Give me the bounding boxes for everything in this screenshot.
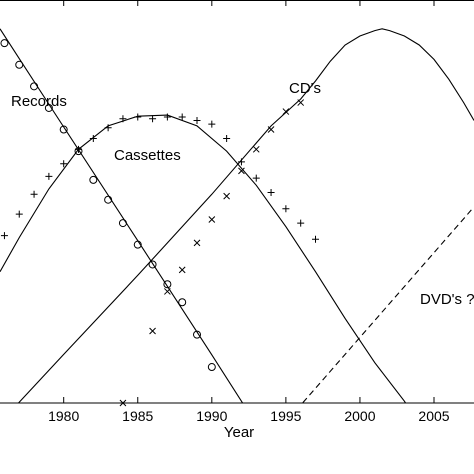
fit-curves: [0, 28, 474, 403]
data-point-plus: [15, 210, 23, 218]
series-label-dvds: DVD's ?: [420, 291, 474, 308]
data-point-plus: [104, 124, 112, 132]
data-point-plus: [45, 172, 53, 180]
x-tick-label: 2005: [418, 408, 449, 424]
x-tick-label: 1985: [122, 408, 153, 424]
data-point-plus: [149, 115, 157, 123]
data-point-plus: [134, 113, 142, 121]
fit-curve-0: [0, 28, 244, 403]
data-point-plus: [30, 190, 38, 198]
data-point-cross: [208, 216, 216, 223]
data-point-plus: [119, 115, 127, 123]
data-point-plus: [312, 235, 320, 243]
x-tick-label: 1980: [48, 408, 79, 424]
x-tick-label: 2000: [344, 408, 375, 424]
data-point-plus: [237, 158, 245, 166]
series-label-cds: CD's: [289, 80, 321, 97]
fit-curve-1: [0, 114, 407, 403]
data-point-circle: [118, 219, 127, 228]
data-point-plus: [208, 120, 216, 128]
data-point-circle: [104, 195, 113, 204]
data-point-cross: [238, 167, 245, 175]
data-point-plus: [163, 113, 171, 121]
data-point-cross: [252, 145, 260, 153]
data-point-cross: [178, 266, 186, 274]
data-point-plus: [282, 205, 290, 213]
x-axis-label: Year: [224, 424, 254, 441]
series-label-records: Records: [11, 93, 67, 110]
data-point-circle: [89, 175, 98, 184]
data-point-circle: [178, 298, 187, 307]
data-point-plus: [223, 135, 231, 143]
data-point-circle: [15, 60, 24, 69]
data-point-plus: [178, 113, 186, 121]
data-point-cross: [223, 192, 230, 200]
x-tick-label: 1990: [196, 408, 227, 424]
fit-curve-3: [301, 206, 474, 403]
series-label-cassettes: Cassettes: [114, 147, 181, 164]
data-point-circle: [133, 240, 142, 249]
data-point-cross: [282, 108, 290, 115]
data-point-circle: [44, 103, 53, 112]
data-point-plus: [60, 160, 68, 168]
data-point-plus: [267, 189, 275, 197]
data-point-plus: [297, 219, 305, 227]
data-point-circle: [207, 363, 216, 372]
data-point-circle: [148, 260, 157, 269]
data-point-cross: [267, 126, 275, 133]
data-markers: [0, 39, 320, 407]
data-point-circle: [30, 82, 39, 91]
data-point-plus: [89, 135, 97, 143]
fit-curve-2: [17, 28, 474, 403]
x-tick-label: 1995: [270, 408, 301, 424]
plot-frame: [0, 0, 474, 404]
data-point-circle: [163, 280, 172, 289]
data-point-plus: [252, 174, 260, 182]
data-point-plus: [0, 232, 8, 240]
data-point-plus: [193, 117, 201, 125]
x-axis-ticks: [63, 0, 435, 403]
data-point-circle: [193, 330, 202, 339]
data-point-cross: [149, 327, 156, 335]
x-axis-tick-labels: 1980198519901995200020052010: [48, 408, 450, 424]
data-point-circle: [59, 125, 68, 134]
data-point-circle: [0, 39, 9, 48]
data-point-cross: [297, 99, 305, 106]
data-point-cross: [193, 239, 201, 247]
data-point-cross: [164, 288, 171, 295]
data-point-cross: [119, 399, 127, 407]
data-point-plus: [75, 145, 83, 153]
